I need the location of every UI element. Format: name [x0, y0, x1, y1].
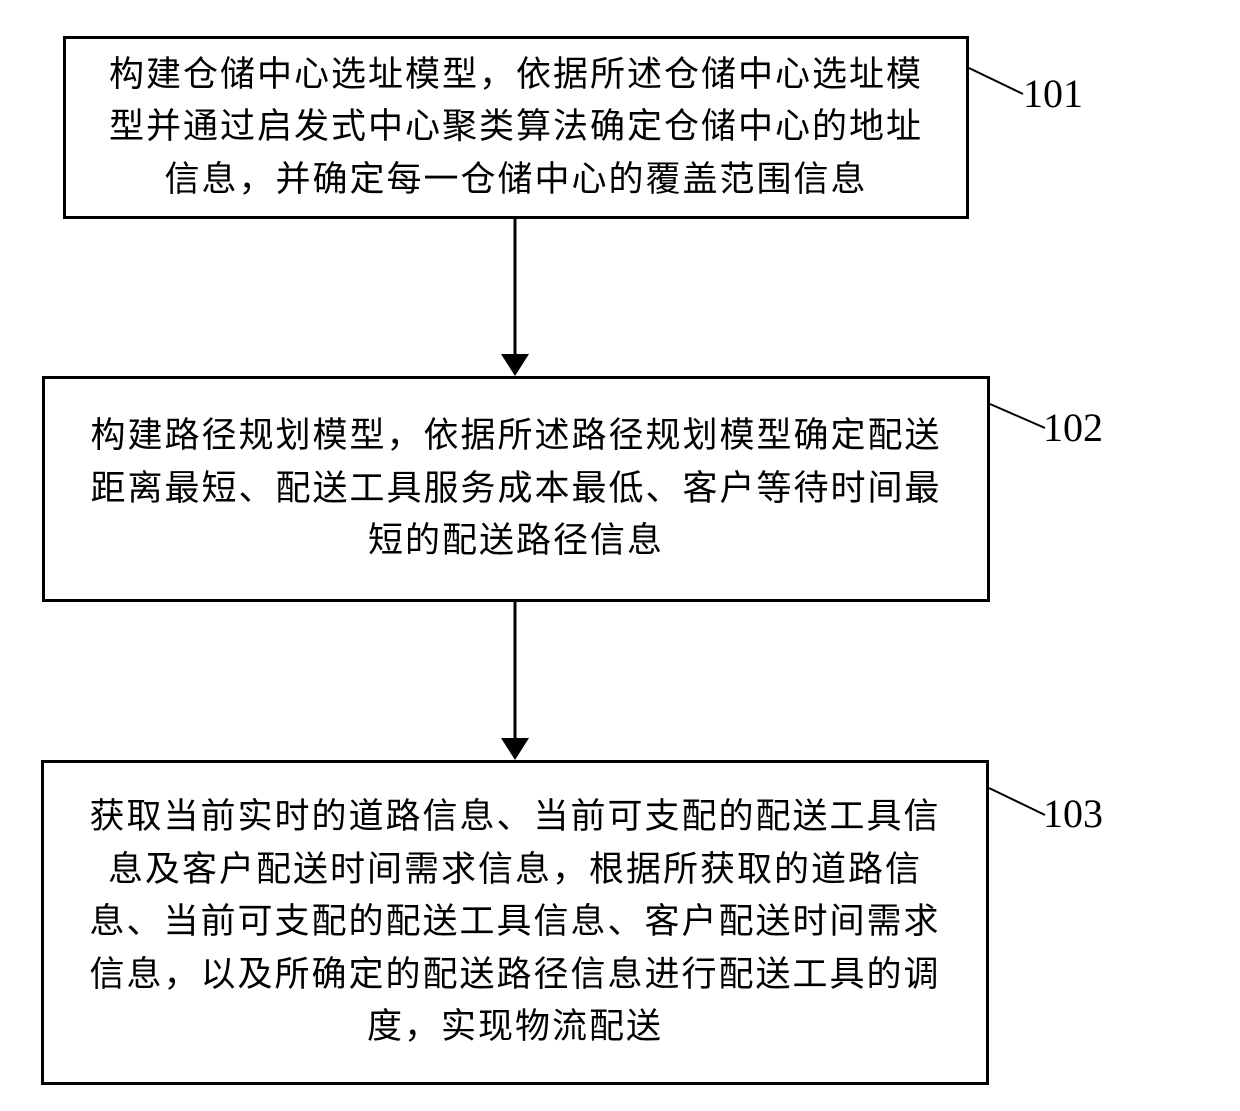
flow-box-text: 构建路径规划模型，依据所述路径规划模型确定配送距离最短、配送工具服务成本最低、客…	[75, 410, 957, 568]
flow-arrow	[501, 602, 529, 760]
flow-box-text: 构建仓储中心选址模型，依据所述仓储中心选址模型并通过启发式中心聚类算法确定仓储中…	[96, 49, 936, 207]
flow-box-step2: 构建路径规划模型，依据所述路径规划模型确定配送距离最短、配送工具服务成本最低、客…	[42, 376, 990, 602]
label-connector	[988, 402, 1047, 430]
flow-arrow	[501, 219, 529, 376]
flow-box-text: 获取当前实时的道路信息、当前可支配的配送工具信息及客户配送时间需求信息，根据所获…	[74, 791, 956, 1054]
flow-box-step1: 构建仓储中心选址模型，依据所述仓储中心选址模型并通过启发式中心聚类算法确定仓储中…	[63, 36, 969, 219]
label-connector	[967, 66, 1025, 96]
step-label: 101	[1023, 70, 1083, 117]
flow-box-step3: 获取当前实时的道路信息、当前可支配的配送工具信息及客户配送时间需求信息，根据所获…	[41, 760, 989, 1085]
step-label: 103	[1043, 790, 1103, 837]
step-label: 102	[1043, 404, 1103, 451]
label-connector	[987, 786, 1047, 817]
